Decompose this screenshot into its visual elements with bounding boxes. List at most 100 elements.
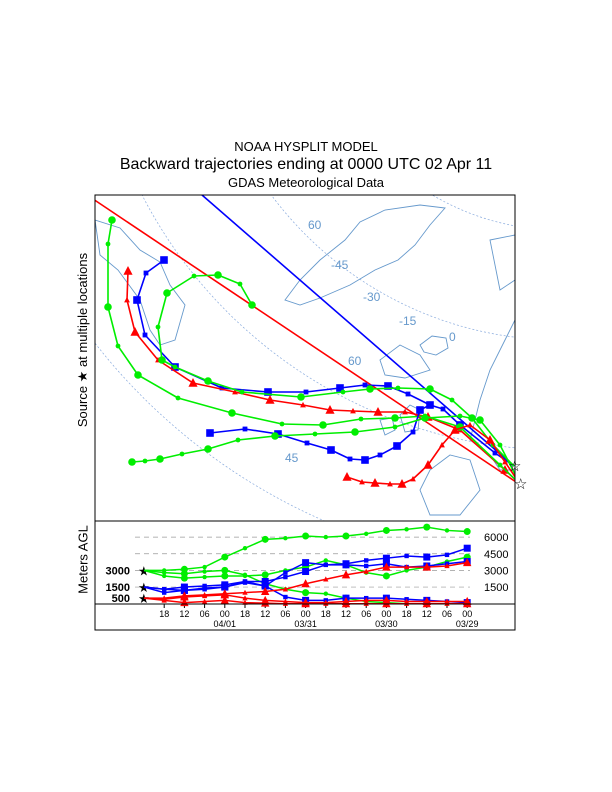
source-star-icon: ☆: [514, 476, 527, 493]
circle-marker: [108, 216, 116, 224]
height-panel: 6000 4500 3000 1500 3000 ★ 1500 ★ 500 ★ 18 12 06 00 18…: [106, 523, 508, 629]
triangle-marker: [363, 597, 369, 603]
triangle-marker: [201, 593, 208, 599]
triangle-marker: [282, 586, 289, 592]
date-label: 03/30: [375, 619, 398, 629]
source-star-icon: ★: [138, 591, 150, 606]
triangle-marker: [467, 421, 473, 428]
square-marker: [492, 450, 498, 456]
square-marker: [219, 385, 225, 391]
triangle-marker: [342, 472, 352, 481]
circle-marker: [323, 534, 328, 540]
x-tick-label: 00: [462, 609, 472, 619]
x-tick-label: 18: [321, 609, 331, 619]
circle-marker: [312, 431, 318, 437]
triangle-marker: [402, 408, 408, 415]
square-marker: [393, 442, 401, 450]
square-marker: [283, 574, 288, 580]
triangle-marker: [201, 598, 208, 604]
triangle-marker: [373, 407, 383, 416]
circle-marker: [162, 573, 167, 579]
x-tick-label: 12: [260, 609, 270, 619]
triangle-marker: [301, 599, 310, 608]
triangle-marker: [463, 558, 472, 567]
circle-marker: [204, 377, 212, 385]
square-marker: [405, 391, 411, 397]
latitude-line: [410, 0, 612, 130]
square-marker: [261, 582, 269, 590]
trajectory-map: [95, 0, 612, 521]
x-tick-label: 06: [442, 609, 452, 619]
date-label: 03/31: [294, 619, 317, 629]
circle-marker: [323, 558, 328, 563]
circle-marker: [180, 570, 188, 578]
source-star-icon: ★: [138, 563, 150, 578]
data-source: GDAS Meteorological Data: [227, 175, 385, 190]
grid-label: -15: [399, 314, 417, 328]
grid-label: -45: [331, 258, 349, 272]
square-marker: [342, 561, 350, 569]
circle-marker: [202, 574, 207, 580]
circle-marker: [248, 301, 256, 309]
square-marker: [336, 384, 344, 392]
circle-marker: [358, 416, 364, 422]
triangle-marker: [387, 480, 393, 487]
square-marker: [162, 590, 167, 595]
triangle-marker: [502, 458, 508, 465]
grid-label: 60: [348, 354, 362, 368]
circle-marker: [261, 571, 269, 579]
triangle-marker: [124, 296, 130, 303]
right-tick-label: 3000: [484, 565, 508, 577]
trajectory: [104, 216, 515, 481]
circle-marker: [319, 421, 327, 429]
circle-marker: [214, 271, 222, 279]
triangle-marker: [363, 568, 369, 574]
triangle-marker: [242, 589, 248, 595]
coastline: [419, 454, 481, 516]
circle-marker: [497, 462, 503, 468]
circle-marker: [426, 385, 434, 393]
circle-marker: [457, 413, 463, 419]
coastline: [419, 335, 449, 356]
circle-marker: [283, 536, 288, 541]
x-tick-label: 18: [240, 609, 250, 619]
square-marker: [202, 583, 207, 589]
latitude-line: [270, 195, 515, 338]
circle-marker: [404, 527, 409, 532]
circle-marker: [476, 416, 484, 424]
x-tick-label: 12: [341, 609, 351, 619]
square-marker: [242, 426, 248, 432]
coastline: [95, 219, 186, 346]
circle-marker: [279, 421, 285, 427]
square-marker: [416, 406, 424, 414]
triangle-marker: [363, 600, 369, 606]
square-marker: [327, 446, 335, 454]
square-marker: [160, 256, 168, 264]
x-tick-label: 12: [179, 609, 189, 619]
circle-marker: [237, 281, 243, 287]
triangle-marker: [220, 590, 229, 599]
circle-marker: [302, 532, 310, 540]
square-marker: [162, 587, 167, 592]
triangle-marker: [423, 460, 433, 469]
triangle-marker: [397, 479, 407, 488]
circle-marker: [297, 393, 305, 401]
longitude-line: [560, 0, 612, 213]
circle-marker: [235, 437, 241, 443]
trajectories: [95, 195, 515, 488]
trajectory: [133, 256, 515, 467]
circle-marker: [158, 356, 166, 364]
triangle-marker: [350, 407, 356, 414]
triangle-marker: [463, 599, 472, 608]
square-marker: [242, 579, 248, 584]
square-marker: [261, 578, 269, 585]
triangle-marker: [188, 378, 198, 387]
x-tick-label: 06: [280, 609, 290, 619]
circle-marker: [392, 424, 398, 430]
coastline: [379, 344, 431, 379]
square-marker: [302, 568, 310, 576]
square-marker: [304, 440, 310, 446]
square-marker: [283, 570, 288, 575]
height-series: [144, 523, 471, 573]
grid-label: 0: [449, 330, 456, 344]
